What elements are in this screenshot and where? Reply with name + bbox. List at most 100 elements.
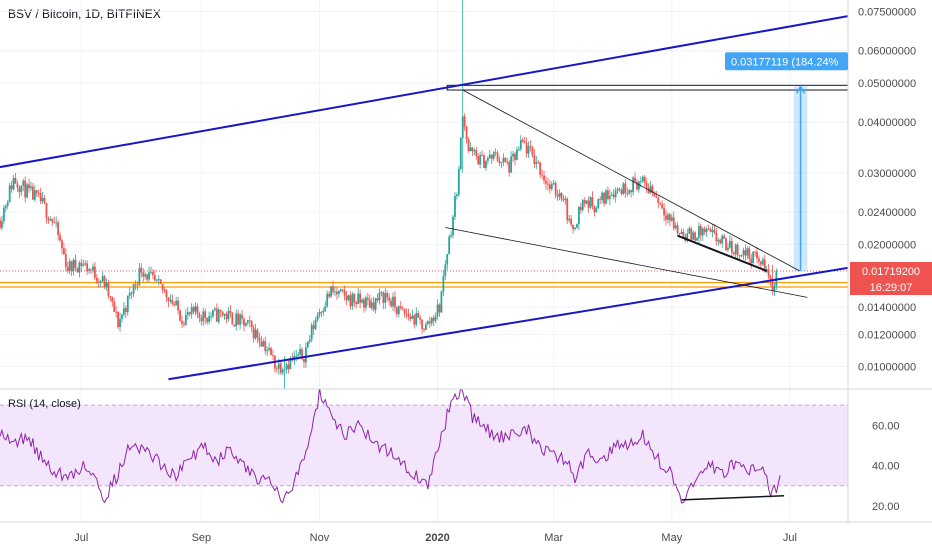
- candle-body: [254, 329, 257, 339]
- candle-body: [332, 286, 334, 292]
- candle: [318, 308, 321, 319]
- candle: [1, 215, 3, 231]
- candle: [607, 186, 609, 201]
- candle: [647, 183, 650, 195]
- candle: [707, 224, 710, 231]
- candle: [765, 265, 768, 274]
- candle: [705, 226, 708, 237]
- candle-body: [488, 154, 491, 158]
- candle: [564, 195, 567, 205]
- candle: [217, 307, 220, 325]
- candle: [157, 275, 160, 286]
- candle-body: [231, 312, 234, 325]
- candle: [394, 291, 396, 313]
- candle: [674, 222, 677, 230]
- candle-body: [570, 218, 573, 225]
- candle-body: [485, 160, 487, 168]
- candle: [59, 232, 61, 243]
- candle: [246, 319, 249, 326]
- candle: [517, 146, 520, 152]
- candle-body: [349, 295, 352, 307]
- candle-body: [10, 185, 13, 190]
- candle-body: [382, 292, 385, 303]
- price-tick-label: 0.05000000: [858, 78, 916, 90]
- candle: [264, 336, 267, 355]
- candle: [363, 297, 365, 313]
- candle-body: [357, 293, 360, 305]
- candle-body: [775, 270, 778, 287]
- candle-body: [328, 293, 331, 297]
- candle: [289, 356, 292, 370]
- candle: [349, 291, 352, 310]
- candle: [105, 278, 108, 291]
- candle-body: [134, 284, 137, 286]
- candle: [130, 291, 133, 300]
- candle: [585, 200, 588, 205]
- candle: [593, 205, 596, 217]
- candle: [372, 296, 375, 312]
- candle: [183, 320, 185, 328]
- candle: [266, 346, 269, 356]
- candle: [603, 192, 605, 207]
- candle-body: [99, 281, 102, 283]
- candle: [97, 278, 100, 288]
- candle: [322, 307, 325, 316]
- candle-body: [407, 313, 410, 317]
- candle-body: [33, 190, 36, 200]
- countdown-text: 16:29:07: [870, 282, 913, 294]
- candle-body: [750, 258, 753, 264]
- candle: [101, 271, 104, 283]
- candle: [756, 247, 758, 263]
- candle: [179, 309, 181, 322]
- candle-body: [444, 264, 447, 276]
- candle: [256, 328, 259, 344]
- drawing-overlays: [0, 15, 848, 381]
- time-tick-label: Jul: [74, 532, 88, 544]
- candle-body: [512, 153, 514, 157]
- candle-body: [47, 218, 50, 221]
- candle-body: [84, 263, 87, 265]
- candle-body: [335, 291, 338, 295]
- candle: [88, 267, 90, 275]
- candle-body: [446, 254, 449, 265]
- candle: [239, 313, 241, 330]
- candle: [312, 320, 315, 335]
- candle-body: [719, 239, 722, 244]
- candle-body: [463, 116, 466, 127]
- candle: [20, 185, 23, 196]
- candle: [14, 173, 17, 184]
- candle-body: [126, 295, 129, 313]
- candle: [301, 347, 303, 361]
- candle: [475, 146, 478, 160]
- candle: [121, 313, 123, 323]
- candle-body: [411, 315, 414, 319]
- candle: [510, 151, 513, 174]
- candle: [258, 332, 261, 348]
- candle: [62, 242, 65, 256]
- candle-body: [132, 284, 135, 294]
- candle-body: [35, 190, 38, 193]
- candle-body: [477, 156, 480, 165]
- candle: [717, 237, 720, 247]
- candle: [750, 253, 753, 269]
- candle: [498, 156, 501, 167]
- candle-body: [773, 286, 776, 292]
- rsi-label: RSI (14, close): [8, 398, 81, 410]
- candle: [413, 313, 416, 329]
- candle: [417, 310, 420, 318]
- candle-body: [4, 205, 7, 208]
- candle: [589, 195, 592, 209]
- candle-body: [363, 299, 365, 308]
- candle: [72, 258, 75, 276]
- candle: [314, 317, 317, 331]
- candle-body: [608, 195, 611, 200]
- candle-body: [334, 291, 336, 293]
- last-price-bg: [850, 261, 932, 279]
- candle-body: [430, 317, 433, 324]
- candle: [696, 236, 698, 241]
- candle-body: [705, 228, 708, 233]
- candle: [119, 312, 121, 332]
- candle: [715, 227, 718, 246]
- candle: [18, 185, 21, 198]
